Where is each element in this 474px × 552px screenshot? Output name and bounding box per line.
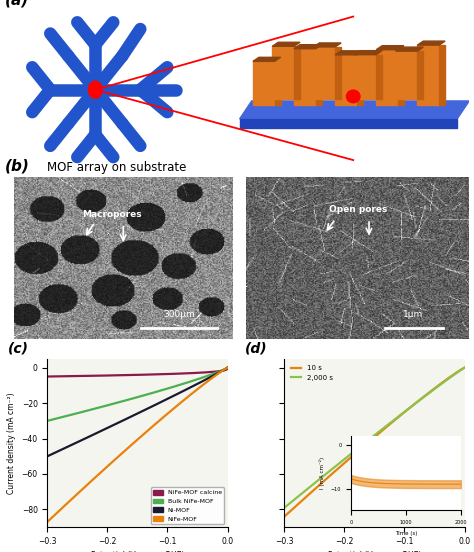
Legend: 10 s, 2,000 s: 10 s, 2,000 s (288, 362, 336, 383)
Polygon shape (335, 51, 363, 55)
10 s (392, 417, 398, 423)
Polygon shape (417, 51, 423, 99)
Polygon shape (376, 55, 382, 99)
X-axis label: Potential (V versus RHE): Potential (V versus RHE) (328, 551, 421, 552)
Polygon shape (239, 119, 457, 128)
Polygon shape (253, 57, 281, 61)
Circle shape (89, 81, 102, 98)
Polygon shape (395, 47, 423, 51)
10 s (282, 513, 287, 520)
10 s (433, 384, 439, 390)
Line: 10 s: 10 s (284, 368, 465, 517)
Polygon shape (357, 55, 363, 105)
Polygon shape (417, 41, 445, 45)
Text: Macropores: Macropores (82, 210, 142, 219)
10 s (445, 375, 450, 382)
Text: (a): (a) (5, 0, 29, 8)
Polygon shape (253, 61, 274, 105)
Polygon shape (395, 51, 417, 99)
Polygon shape (239, 101, 469, 119)
Polygon shape (376, 50, 398, 105)
2,000 s (282, 504, 288, 511)
Text: (b): (b) (5, 159, 29, 174)
10 s (388, 420, 394, 427)
2,000 s (433, 384, 439, 391)
Polygon shape (355, 51, 382, 55)
Polygon shape (272, 43, 300, 46)
2,000 s (388, 419, 394, 426)
X-axis label: Potential (V versus RHE): Potential (V versus RHE) (91, 551, 184, 552)
Text: (c): (c) (8, 342, 29, 355)
Polygon shape (376, 46, 404, 50)
Polygon shape (398, 50, 404, 105)
Polygon shape (355, 55, 376, 99)
Polygon shape (417, 45, 439, 105)
Polygon shape (313, 43, 341, 47)
Polygon shape (294, 45, 322, 49)
Line: 2,000 s: 2,000 s (284, 368, 465, 508)
10 s (462, 364, 467, 371)
10 s (282, 513, 288, 519)
Polygon shape (272, 46, 294, 99)
2,000 s (392, 416, 398, 423)
Polygon shape (335, 55, 357, 105)
Circle shape (346, 90, 360, 103)
10 s (389, 420, 394, 426)
Polygon shape (294, 49, 316, 105)
2,000 s (445, 376, 450, 383)
2,000 s (282, 505, 287, 511)
Polygon shape (313, 47, 335, 99)
Text: 1μm: 1μm (403, 310, 424, 319)
2,000 s (389, 418, 394, 425)
Polygon shape (335, 47, 341, 99)
Polygon shape (316, 49, 322, 105)
Polygon shape (274, 61, 281, 105)
Text: (d): (d) (245, 342, 267, 355)
Y-axis label: Current density (mA cm⁻²): Current density (mA cm⁻²) (7, 392, 16, 494)
Text: Open pores: Open pores (328, 205, 387, 215)
Polygon shape (439, 45, 445, 105)
Text: 300μm: 300μm (163, 310, 195, 319)
Text: MOF array on substrate: MOF array on substrate (47, 161, 187, 174)
Legend: NiFe-MOF calcine, Bulk NiFe-MOF, Ni-MOF, NiFe-MOF: NiFe-MOF calcine, Bulk NiFe-MOF, Ni-MOF,… (151, 487, 224, 524)
Polygon shape (294, 46, 300, 99)
2,000 s (462, 364, 467, 371)
